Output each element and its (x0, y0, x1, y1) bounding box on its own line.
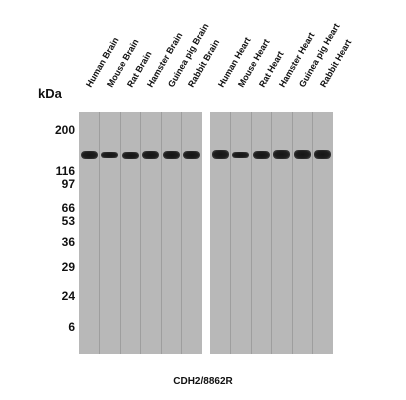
marker-label-97: 97 (61, 177, 75, 191)
band-mouse-brain (101, 152, 118, 158)
lane-divider (312, 112, 313, 354)
marker-label-200: 200 (54, 123, 75, 137)
band-rabbit-brain (183, 151, 200, 159)
band-human-heart (212, 150, 229, 159)
marker-label-53: 53 (61, 214, 75, 228)
blot-panel-left (79, 112, 202, 354)
band-mouse-heart (232, 152, 249, 158)
lane-divider (161, 112, 162, 354)
blot-panel-right (210, 112, 333, 354)
antibody-caption: CDH2/8862R (173, 376, 233, 387)
band-guinea-pig-brain (163, 151, 180, 159)
band-guinea-pig-heart (294, 150, 311, 159)
lane-divider (181, 112, 182, 354)
marker-label-36: 36 (61, 235, 75, 249)
lane-divider (230, 112, 231, 354)
band-rat-brain (122, 152, 139, 159)
lane-divider (140, 112, 141, 354)
marker-label-66: 66 (61, 201, 75, 215)
unit-label: kDa (38, 86, 62, 101)
marker-label-29: 29 (61, 260, 75, 274)
band-hamster-brain (142, 151, 159, 159)
lane-divider (292, 112, 293, 354)
band-rabbit-heart (314, 150, 331, 159)
band-hamster-heart (273, 150, 290, 159)
lane-divider (271, 112, 272, 354)
lane-divider (251, 112, 252, 354)
band-rat-heart (253, 151, 270, 159)
marker-label-116: 116 (55, 164, 75, 178)
band-human-brain (81, 151, 98, 159)
lane-divider (120, 112, 121, 354)
marker-label-24: 24 (61, 289, 75, 303)
marker-label-6: 6 (68, 320, 75, 334)
lane-divider (99, 112, 100, 354)
